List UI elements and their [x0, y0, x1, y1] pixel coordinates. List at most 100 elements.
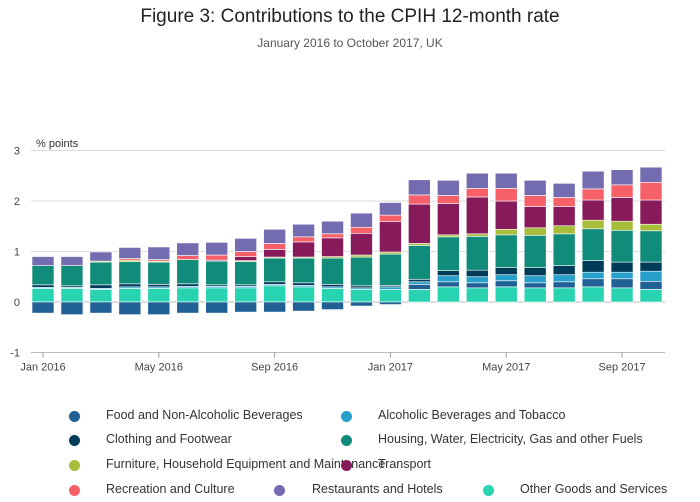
bar-segment-recreation-and-culture	[523, 195, 547, 207]
bar-segment-restaurants-and-hotels	[465, 172, 489, 189]
bar-segment-clothing-and-footwear	[31, 284, 55, 288]
bar-segment-restaurants-and-hotels	[639, 166, 663, 183]
bar-segment-housing-water-electricity-gas-and-other-fuels	[581, 228, 605, 261]
bar-segment-transport	[465, 196, 489, 235]
bar-segment-food-and-non-alcoholic-beverages	[437, 281, 460, 288]
legend-label-housing-water-electricity-gas-and-other-fuels[interactable]: Housing, Water, Electricity, Gas and oth…	[378, 432, 643, 446]
bar-segment-food-and-non-alcoholic-beverages	[494, 280, 518, 288]
bar-segment-clothing-and-footwear	[610, 261, 634, 273]
bar-segment-alcoholic-beverages-and-tobacco	[552, 274, 576, 283]
bar-segment-clothing-and-footwear	[292, 282, 315, 286]
bar-segment-transport	[523, 206, 547, 229]
bar-segment-alcoholic-beverages-and-tobacco	[523, 275, 547, 284]
bar-segment-furniture-household-equipment-and-maintenance	[379, 251, 402, 255]
legend-label-restaurants-and-hotels[interactable]: Restaurants and Hotels	[312, 482, 443, 496]
bar-segment-restaurants-and-hotels	[60, 256, 84, 266]
bar-segment-furniture-household-equipment-and-maintenance	[610, 220, 634, 231]
bar-segment-recreation-and-culture	[379, 214, 402, 223]
bar-segment-restaurants-and-hotels	[89, 251, 113, 262]
bar-segment-furniture-household-equipment-and-maintenance	[465, 233, 489, 237]
bar-segment-food-and-non-alcoholic-beverages	[234, 301, 257, 313]
bar-segment-transport	[494, 200, 518, 230]
legend-label-recreation-and-culture[interactable]: Recreation and Culture	[106, 482, 235, 496]
x-tick-label: Jan 2017	[368, 362, 413, 374]
bar-segment-recreation-and-culture	[205, 254, 229, 261]
bar-segment-transport	[263, 249, 286, 258]
bar-segment-transport	[292, 241, 315, 258]
legend-swatch-food-and-non-alcoholic-beverages	[69, 411, 80, 422]
bar-segment-food-and-non-alcoholic-beverages	[118, 301, 142, 315]
legend-label-other-goods-and-services[interactable]: Other Goods and Services	[520, 482, 668, 496]
bar-segment-furniture-household-equipment-and-maintenance	[581, 219, 605, 230]
bar-segment-furniture-household-equipment-and-maintenance	[523, 227, 547, 236]
legend-label-clothing-and-footwear[interactable]: Clothing and Footwear	[106, 432, 232, 446]
x-tick-label: Sep 2017	[598, 362, 645, 374]
y-tick-label: 1	[14, 247, 20, 259]
bar-segment-restaurants-and-hotels	[292, 223, 315, 238]
bar-segment-food-and-non-alcoholic-beverages	[205, 301, 229, 314]
bar-segment-clothing-and-footwear	[581, 260, 605, 273]
bar-segment-clothing-and-footwear	[147, 284, 171, 288]
bar-segment-restaurants-and-hotels	[263, 228, 286, 244]
bar-segment-other-goods-and-services	[581, 286, 605, 303]
legend-label-furniture-household-equipment-and-maintenance[interactable]: Furniture, Household Equipment and Maint…	[106, 457, 386, 471]
bar-segment-other-goods-and-services	[89, 289, 113, 303]
bar-segment-food-and-non-alcoholic-beverages	[292, 301, 315, 312]
bar-segment-clothing-and-footwear	[118, 283, 142, 288]
bar-segment-restaurants-and-hotels	[350, 212, 373, 228]
bar-segment-other-goods-and-services	[31, 288, 55, 303]
bar-segment-food-and-non-alcoholic-beverages	[379, 301, 402, 305]
legend-label-alcoholic-beverages-and-tobacco[interactable]: Alcoholic Beverages and Tobacco	[378, 408, 566, 422]
bar-segment-housing-water-electricity-gas-and-other-fuels	[437, 236, 460, 271]
bar-segment-alcoholic-beverages-and-tobacco	[437, 275, 460, 283]
bar-segment-furniture-household-equipment-and-maintenance	[437, 234, 460, 238]
bar-segment-furniture-household-equipment-and-maintenance	[408, 243, 431, 246]
bar-segment-alcoholic-beverages-and-tobacco	[408, 281, 431, 285]
bar-segment-transport	[552, 206, 576, 227]
legend-label-food-and-non-alcoholic-beverages[interactable]: Food and Non-Alcoholic Beverages	[106, 408, 303, 422]
bar-segment-clothing-and-footwear	[263, 281, 286, 285]
bar-segment-other-goods-and-services	[118, 288, 142, 303]
bar-segment-food-and-non-alcoholic-beverages	[263, 301, 286, 313]
legend-swatch-other-goods-and-services	[483, 485, 494, 496]
bar-segment-restaurants-and-hotels	[408, 179, 431, 196]
bar-segment-other-goods-and-services	[494, 286, 518, 303]
bar-segment-recreation-and-culture	[465, 188, 489, 198]
x-tick-label: Jan 2016	[20, 362, 65, 374]
bar-segment-other-goods-and-services	[437, 286, 460, 303]
bar-segment-recreation-and-culture	[321, 233, 344, 239]
bar-segment-housing-water-electricity-gas-and-other-fuels	[552, 233, 576, 266]
bar-segment-recreation-and-culture	[263, 243, 286, 250]
bar-segment-restaurants-and-hotels	[205, 242, 229, 256]
legend-swatch-clothing-and-footwear	[69, 435, 80, 446]
bar-segment-recreation-and-culture	[639, 182, 663, 201]
bar-segment-housing-water-electricity-gas-and-other-fuels	[118, 261, 142, 285]
bar-segment-other-goods-and-services	[350, 289, 373, 303]
bar-segment-clothing-and-footwear	[321, 284, 344, 288]
bar-segment-food-and-non-alcoholic-beverages	[639, 280, 663, 290]
bar-segment-housing-water-electricity-gas-and-other-fuels	[147, 261, 171, 285]
bar-segment-other-goods-and-services	[60, 288, 84, 303]
bar-segment-food-and-non-alcoholic-beverages	[60, 301, 84, 315]
bar-segment-housing-water-electricity-gas-and-other-fuels	[89, 261, 113, 286]
bar-segment-restaurants-and-hotels	[234, 238, 257, 252]
legend-swatch-furniture-household-equipment-and-maintenance	[69, 460, 80, 471]
bar-segment-restaurants-and-hotels	[581, 170, 605, 190]
bar-segment-furniture-household-equipment-and-maintenance	[552, 225, 576, 235]
bar-segment-food-and-non-alcoholic-beverages	[523, 282, 547, 289]
bar-segment-clothing-and-footwear	[523, 267, 547, 277]
bar-segment-restaurants-and-hotels	[437, 179, 460, 196]
bar-segment-food-and-non-alcoholic-beverages	[610, 278, 634, 289]
bar-segment-housing-water-electricity-gas-and-other-fuels	[610, 229, 634, 263]
chart-title: Figure 3: Contributions to the CPIH 12-m…	[140, 6, 560, 27]
bar-segment-restaurants-and-hotels	[118, 247, 142, 259]
bar-segment-transport	[408, 203, 431, 244]
bar-segment-restaurants-and-hotels	[494, 172, 518, 189]
bar-segment-restaurants-and-hotels	[176, 242, 200, 256]
bar-segment-other-goods-and-services	[205, 287, 229, 303]
legend-label-transport[interactable]: Transport	[378, 457, 432, 471]
bar-segment-food-and-non-alcoholic-beverages	[350, 301, 373, 307]
bar-segment-housing-water-electricity-gas-and-other-fuels	[292, 257, 315, 284]
x-tick-label: Sep 2016	[251, 362, 298, 374]
bar-segment-recreation-and-culture	[176, 255, 200, 260]
